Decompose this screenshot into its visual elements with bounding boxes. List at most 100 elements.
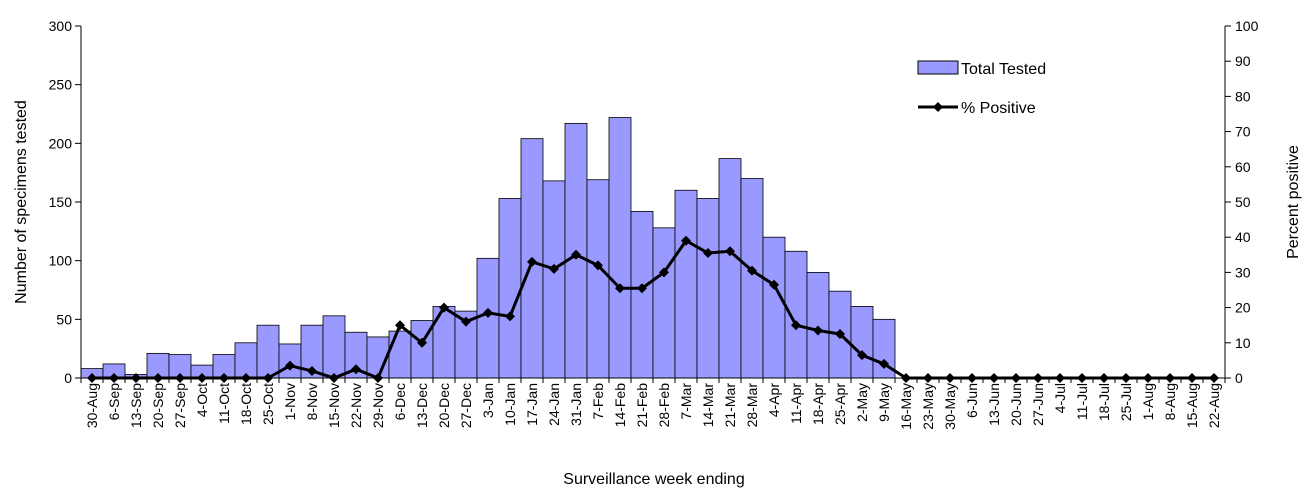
y-tick-label: 0 xyxy=(64,370,72,386)
y-tick-label: 250 xyxy=(49,77,73,93)
bar xyxy=(762,236,786,379)
x-tick-label: 30-May xyxy=(942,383,958,430)
y-tick-label: 200 xyxy=(49,135,73,151)
bar xyxy=(630,210,654,379)
line-point xyxy=(549,263,559,274)
bar xyxy=(476,257,500,379)
x-tick-label: 6-Jun xyxy=(964,383,980,418)
x-tick-label: 29-Nov xyxy=(370,383,386,428)
x-tick-label: 13-Sep xyxy=(128,383,144,428)
line-point xyxy=(1187,373,1197,383)
y2-tick-label: 100 xyxy=(1235,18,1259,34)
line-point xyxy=(395,320,405,331)
y2-tick-label: 40 xyxy=(1235,229,1251,245)
line-point xyxy=(769,279,779,290)
line-point xyxy=(857,350,867,361)
line-point xyxy=(901,373,911,383)
x-tick-label: 11-Jul xyxy=(1074,383,1090,420)
x-tick-label: 8-Nov xyxy=(304,383,320,420)
x-tick-label: 30-Aug xyxy=(84,383,100,428)
bar xyxy=(234,342,258,379)
x-tick-label: 20-Dec xyxy=(436,383,452,428)
x-tick-label: 20-Jun xyxy=(1008,383,1024,426)
bar xyxy=(256,324,280,379)
line-point xyxy=(593,260,603,271)
x-tick-label: 21-Feb xyxy=(634,383,650,428)
bar xyxy=(542,180,566,379)
y2-tick-label: 0 xyxy=(1235,370,1243,386)
x-tick-label: 23-May xyxy=(920,383,936,430)
line-point xyxy=(439,302,449,313)
line-point xyxy=(131,373,141,383)
bar xyxy=(806,271,830,379)
line-point xyxy=(791,320,801,331)
y-tick-label: 50 xyxy=(56,311,72,327)
x-tick-label: 4-Jul xyxy=(1052,383,1068,413)
line-point xyxy=(835,329,845,339)
y2-tick-label: 80 xyxy=(1235,88,1251,104)
x-tick-label: 8-Aug xyxy=(1162,383,1178,420)
bar xyxy=(608,117,632,379)
y2-tick-label: 10 xyxy=(1235,335,1251,351)
x-tick-label: 25-Apr xyxy=(832,383,848,425)
line-point xyxy=(1121,373,1131,383)
x-tick-label: 21-Mar xyxy=(722,383,738,428)
x-tick-label: 13-Dec xyxy=(414,383,430,428)
y2-tick-label: 30 xyxy=(1235,264,1251,280)
line-point xyxy=(417,337,427,348)
ticks-layer: 0 50 100 150 200 250 300 0 10 20 30 40 50 60 70 80 90 100… xyxy=(49,18,1259,430)
line-point xyxy=(1143,373,1153,383)
x-tick-label: 28-Feb xyxy=(656,383,672,428)
x-tick-label: 27-Dec xyxy=(458,383,474,428)
line-point xyxy=(351,364,361,375)
bar xyxy=(696,198,720,379)
line-point xyxy=(285,360,295,371)
x-tick-label: 3-Jan xyxy=(480,383,496,418)
line-point xyxy=(703,248,713,259)
x-tick-label: 6-Sep xyxy=(106,383,122,421)
x-tick-label: 15-Nov xyxy=(326,383,342,428)
line-point xyxy=(659,267,669,278)
x-tick-label: 22-Nov xyxy=(348,383,364,428)
y2-tick-label: 20 xyxy=(1235,300,1251,316)
bar xyxy=(718,158,742,379)
bar xyxy=(784,250,808,379)
bar xyxy=(740,178,764,379)
x-tick-label: 2-May xyxy=(854,383,870,422)
line-point xyxy=(461,316,471,327)
bar xyxy=(850,306,874,379)
x-tick-label: 11-Oct xyxy=(216,383,232,424)
line-point xyxy=(483,307,493,318)
legend-swatch-total-tested xyxy=(917,60,959,75)
line-point xyxy=(571,249,581,260)
line-point xyxy=(109,373,119,383)
x-tick-label: 22-Aug xyxy=(1206,383,1222,428)
x-tick-label: 15-Aug xyxy=(1184,383,1200,428)
line-point xyxy=(1077,373,1087,383)
line-point xyxy=(945,373,955,383)
line-point xyxy=(747,265,757,276)
bar xyxy=(652,227,676,379)
line-point xyxy=(373,373,383,383)
x-tick-label: 4-Oct xyxy=(194,383,210,417)
x-tick-label: 10-Jan xyxy=(502,383,518,426)
x-tick-label: 18-Apr xyxy=(810,383,826,425)
x-tick-label: 14-Feb xyxy=(612,383,628,428)
x-tick-label: 6-Dec xyxy=(392,383,408,420)
y-tick-label: 100 xyxy=(49,253,73,269)
line-point xyxy=(989,373,999,383)
bar xyxy=(586,179,610,379)
x-tick-label: 25-Oct xyxy=(260,383,276,425)
bar xyxy=(674,189,698,379)
x-tick-label: 25-Jul xyxy=(1118,383,1134,421)
legend: Total Tested % Positive xyxy=(917,60,1046,117)
x-tick-label: 17-Jan xyxy=(524,383,540,426)
line-point xyxy=(87,373,97,383)
line-point xyxy=(197,373,207,383)
x-tick-label: 27-Jun xyxy=(1030,383,1046,426)
line-point xyxy=(1099,373,1109,383)
line-point xyxy=(527,256,537,267)
x-tick-label: 24-Jan xyxy=(546,383,562,426)
x-tick-label: 18-Oct xyxy=(238,383,254,425)
bar xyxy=(388,330,412,379)
